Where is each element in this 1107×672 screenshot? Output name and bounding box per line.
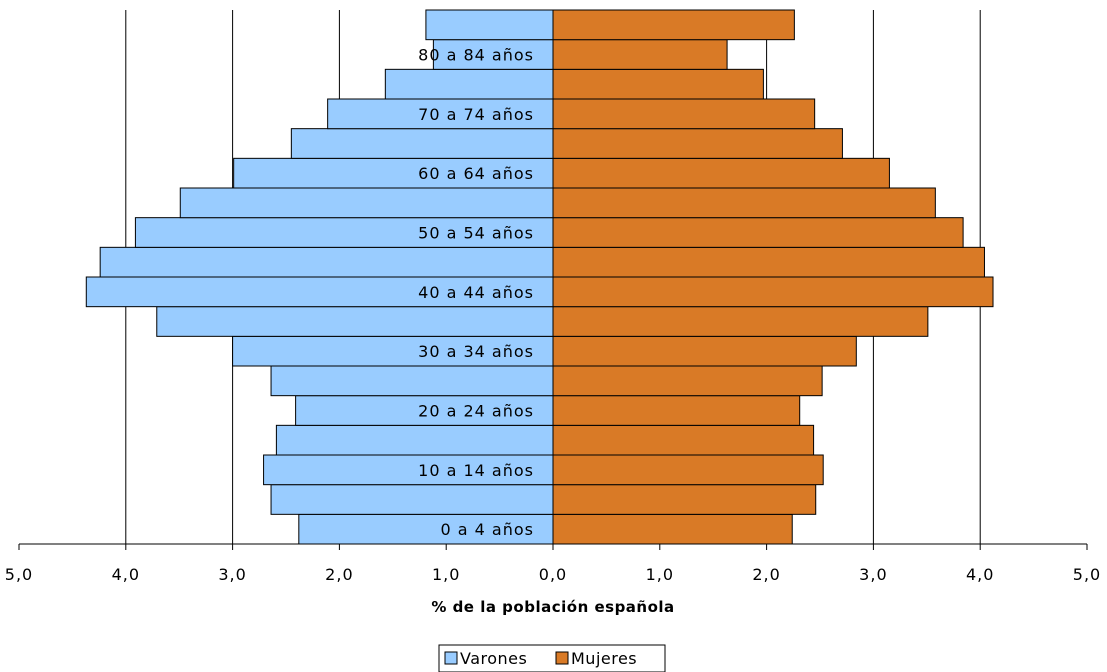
- category-label-8: 40 a 44 años: [418, 283, 534, 302]
- bar-mujeres-17: [552, 9, 795, 41]
- bar-mujeres-9: [552, 246, 985, 278]
- legend-label-varones: Varones: [460, 649, 527, 668]
- x-tick-label-6: 1,0: [646, 565, 674, 584]
- x-tick-label-2: 3,0: [218, 565, 246, 584]
- bar-mujeres-12: [552, 157, 890, 189]
- bar-mujeres-15: [552, 68, 764, 100]
- bar-varones-14: [327, 98, 554, 130]
- legend-box: [438, 644, 666, 672]
- category-label-12: 60 a 64 años: [418, 164, 534, 183]
- bar-varones-5: [270, 365, 554, 397]
- bar-varones-4: [295, 395, 554, 426]
- bar-varones-12: [233, 157, 554, 189]
- x-tick-label-1: 4,0: [112, 565, 140, 584]
- bar-mujeres-7: [552, 306, 929, 337]
- x-tick-label-5: 0,0: [539, 565, 567, 584]
- x-tick-label-9: 4,0: [966, 565, 994, 584]
- bar-mujeres-8: [552, 276, 994, 308]
- bar-mujeres-10: [552, 217, 964, 248]
- x-axis-title: % de la población española: [431, 598, 674, 616]
- bar-varones-13: [290, 128, 554, 159]
- bar-varones-6: [232, 335, 554, 367]
- category-label-10: 50 a 54 años: [418, 224, 534, 243]
- category-label-4: 20 a 24 años: [418, 402, 534, 421]
- bar-mujeres-1: [552, 484, 817, 515]
- x-tick-label-8: 3,0: [859, 565, 887, 584]
- bar-mujeres-3: [552, 424, 815, 456]
- bar-mujeres-4: [552, 395, 801, 426]
- bar-varones-7: [156, 306, 554, 337]
- category-label-14: 70 a 74 años: [418, 105, 534, 124]
- mujeres-bars: [552, 9, 994, 545]
- bar-varones-17: [425, 9, 554, 41]
- x-tick-label-10: 5,0: [1073, 565, 1101, 584]
- varones-bars: [85, 9, 554, 545]
- legend-swatch-varones: [444, 651, 458, 665]
- bar-mujeres-14: [552, 98, 816, 130]
- bar-varones-9: [99, 246, 554, 278]
- legend: Varones Mujeres: [438, 644, 666, 672]
- bar-varones-10: [134, 217, 554, 248]
- bar-varones-0: [298, 513, 554, 545]
- bar-varones-16: [432, 39, 554, 70]
- bar-varones-11: [179, 187, 554, 219]
- legend-swatch-mujeres: [555, 651, 569, 665]
- x-axis-ticks: 5,0 4,0 3,0 2,0 1,0 0,0 1,0 2,0 3,0 4,0 5,0: [5, 544, 1101, 584]
- bar-mujeres-5: [552, 365, 823, 397]
- bar-mujeres-2: [552, 454, 824, 486]
- bar-varones-15: [384, 68, 554, 100]
- bar-mujeres-13: [552, 128, 843, 159]
- bar-mujeres-16: [552, 39, 728, 70]
- category-label-2: 10 a 14 años: [418, 461, 534, 480]
- category-labels: 0 a 4 años 10 a 14 años 20 a 24 años 30 a 3…: [418, 46, 535, 540]
- category-label-6: 30 a 34 años: [418, 342, 534, 361]
- bar-mujeres-0: [552, 513, 793, 545]
- x-tick-label-7: 2,0: [752, 565, 780, 584]
- bar-mujeres-11: [552, 187, 936, 219]
- bar-mujeres-6: [552, 335, 857, 367]
- x-tick-label-0: 5,0: [5, 565, 33, 584]
- x-tick-label-3: 2,0: [325, 565, 353, 584]
- category-label-16: 80 a 84 años: [418, 46, 534, 65]
- x-tick-label-4: 1,0: [432, 565, 460, 584]
- bar-varones-3: [275, 424, 554, 456]
- bar-varones-1: [270, 484, 554, 515]
- legend-label-mujeres: Mujeres: [571, 649, 637, 668]
- category-label-0: 0 a 4 años: [441, 520, 535, 539]
